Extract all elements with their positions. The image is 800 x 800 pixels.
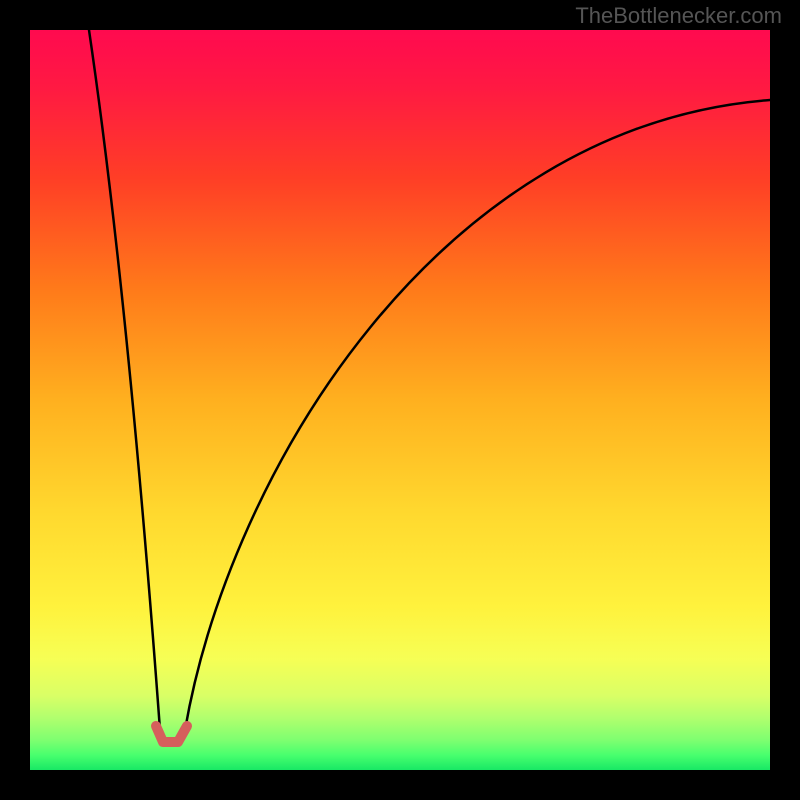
minimum-marker xyxy=(156,726,187,742)
bottleneck-curve-svg xyxy=(30,30,770,770)
plot-area xyxy=(30,30,770,770)
watermark-text: TheBottlenecker.com xyxy=(575,3,782,29)
curve-right-branch xyxy=(185,100,770,730)
chart-frame xyxy=(0,0,800,800)
curve-left-branch xyxy=(89,30,160,730)
